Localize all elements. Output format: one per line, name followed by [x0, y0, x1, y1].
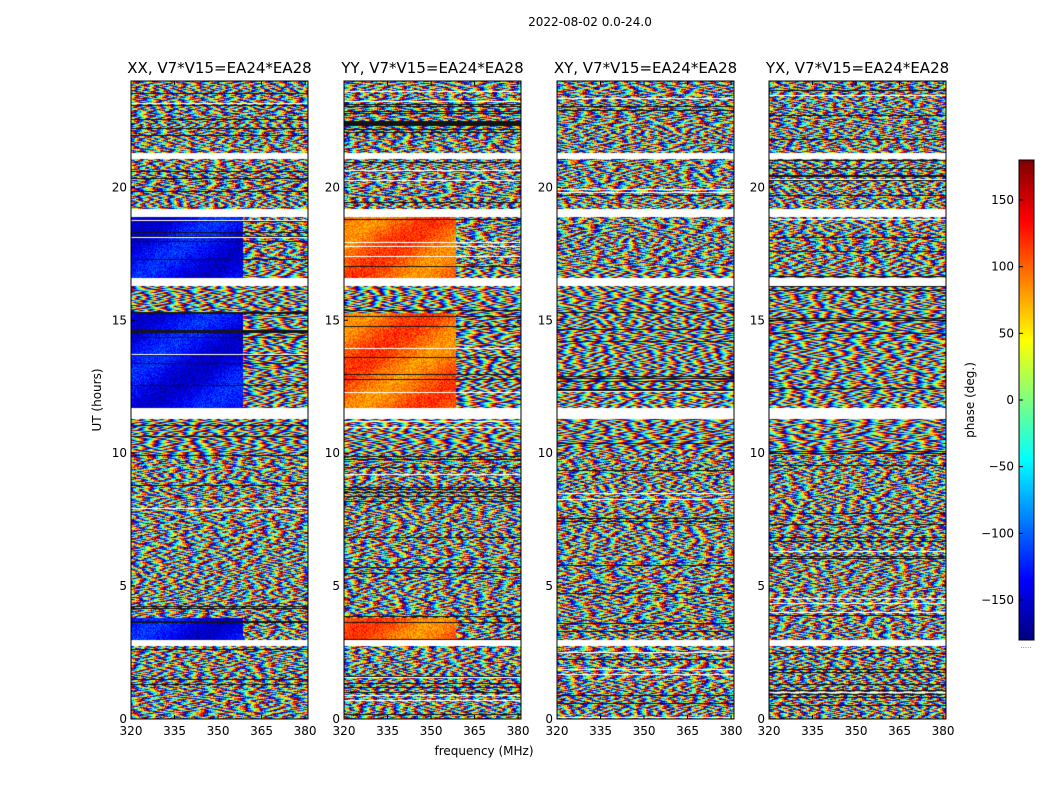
x-tick-label: 365: [676, 724, 699, 738]
colorbar-label: phase (deg.): [963, 362, 977, 438]
x-tick-label: 320: [120, 724, 143, 738]
phase-heatmap-image: [131, 81, 308, 719]
x-tick-label: 350: [633, 724, 656, 738]
x-tick-label: 335: [376, 724, 399, 738]
y-tick-label: 20: [750, 180, 765, 194]
panel-1: XX, V7*V15=EA24*EA28 320 335 350 365 380 0 5 10 1…: [112, 59, 317, 738]
colorbar-tick-label: 50: [999, 326, 1014, 340]
y-tick-label: 15: [325, 313, 340, 327]
y-tick-label: 5: [545, 579, 553, 593]
colorbar-footer: .....: [1020, 642, 1031, 650]
x-tick-label: 365: [463, 724, 486, 738]
colorbar-tick-label: 150: [991, 193, 1014, 207]
y-tick-label: 0: [545, 712, 553, 726]
y-tick-label: 20: [325, 180, 340, 194]
y-tick-label: 0: [119, 712, 127, 726]
y-tick-label: 0: [332, 712, 340, 726]
panel-title: YX, V7*V15=EA24*EA28: [765, 59, 949, 77]
colorbar-tick-label: −50: [989, 460, 1014, 474]
x-tick-label: 365: [250, 724, 273, 738]
colorbar-gradient: [1019, 160, 1034, 640]
panel-title: YY, V7*V15=EA24*EA28: [340, 59, 523, 77]
y-tick-label: 0: [757, 712, 765, 726]
x-tick-label: 380: [932, 724, 955, 738]
panels-group: XX, V7*V15=EA24*EA28 320 335 350 365 380 0 5 10 1…: [112, 59, 955, 738]
colorbar-tick-label: 0: [1006, 393, 1014, 407]
x-tick-label: 335: [163, 724, 186, 738]
x-tick-label: 335: [801, 724, 824, 738]
y-tick-label: 20: [538, 180, 553, 194]
y-tick-label: 10: [112, 446, 127, 460]
panel-title: XY, V7*V15=EA24*EA28: [554, 59, 737, 77]
panel-4: YX, V7*V15=EA24*EA28 320 335 350 365 380 0 5 10 1…: [750, 59, 955, 738]
panel-frame: [343, 80, 522, 720]
x-tick-label: 350: [420, 724, 443, 738]
panel-3: XY, V7*V15=EA24*EA28 320 335 350 365 380 0 5 10 1…: [538, 59, 743, 738]
phase-heatmap-image: [769, 81, 946, 719]
panel-frame: [768, 80, 947, 720]
phase-heatmap-image: [344, 81, 521, 719]
figure-suptitle: 2022-08-02 0.0-24.0: [528, 15, 652, 29]
y-tick-label: 5: [332, 579, 340, 593]
y-axis-label: UT (hours): [90, 368, 104, 431]
panel-2: YY, V7*V15=EA24*EA28 320 335 350 365 380 0 5 10 1…: [325, 59, 530, 738]
colorbar-tick-label: 100: [991, 260, 1014, 274]
panel-title: XX, V7*V15=EA24*EA28: [127, 59, 311, 77]
y-tick-label: 10: [750, 446, 765, 460]
x-tick-label: 350: [845, 724, 868, 738]
x-axis-label: frequency (MHz): [434, 744, 533, 758]
x-tick-label: 320: [333, 724, 356, 738]
phase-heatmap-image: [557, 81, 734, 719]
x-tick-label: 365: [888, 724, 911, 738]
x-tick-label: 380: [507, 724, 530, 738]
y-tick-label: 15: [538, 313, 553, 327]
colorbar-tick-label: −100: [981, 526, 1014, 540]
y-tick-label: 5: [757, 579, 765, 593]
x-tick-label: 320: [546, 724, 569, 738]
y-tick-label: 5: [119, 579, 127, 593]
y-tick-label: 20: [112, 180, 127, 194]
colorbar-tick-label: −150: [981, 593, 1014, 607]
colorbar: 150 100 50 0 −50 −100 −150: [981, 159, 1035, 641]
panel-frame: [556, 80, 735, 720]
x-tick-label: 335: [589, 724, 612, 738]
y-tick-label: 10: [325, 446, 340, 460]
y-tick-label: 15: [112, 313, 127, 327]
x-tick-label: 350: [207, 724, 230, 738]
panel-frame: [130, 80, 309, 720]
y-tick-label: 10: [538, 446, 553, 460]
x-tick-label: 380: [294, 724, 317, 738]
y-tick-label: 15: [750, 313, 765, 327]
x-tick-label: 320: [758, 724, 781, 738]
x-tick-label: 380: [720, 724, 743, 738]
